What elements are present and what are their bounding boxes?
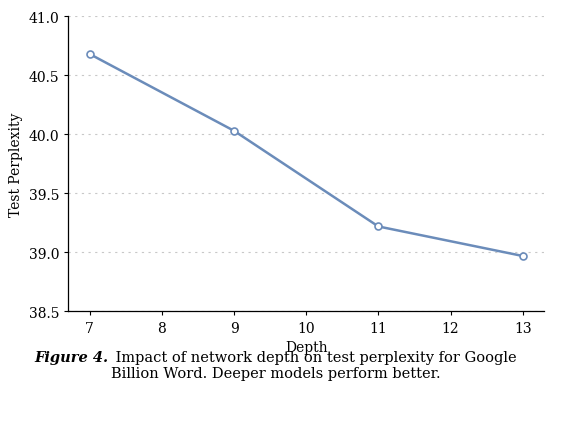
Text: Impact of network depth on test perplexity for Google
Billion Word. Deeper model: Impact of network depth on test perplexi…	[111, 350, 517, 381]
X-axis label: Depth: Depth	[285, 340, 328, 354]
Y-axis label: Test Perplexity: Test Perplexity	[9, 112, 23, 217]
Text: Figure 4.: Figure 4.	[34, 350, 108, 364]
